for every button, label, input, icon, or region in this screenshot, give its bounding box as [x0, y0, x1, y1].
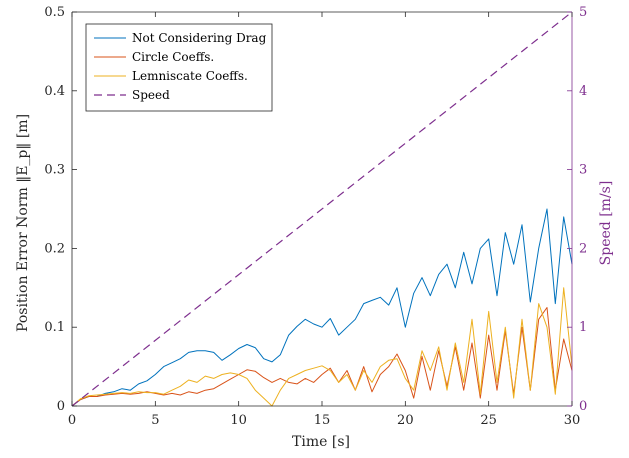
y2-tick-label: 5 [579, 5, 587, 20]
series-line-circle-coeffs [71, 307, 573, 407]
y-tick-label: 0.1 [44, 320, 65, 335]
y2-tick-label: 1 [579, 320, 587, 335]
x-axis-label: Time [s] [292, 434, 350, 450]
x-tick-label: 30 [564, 413, 581, 428]
y-axis-label: Position Error Norm ‖E_p‖ [m] [15, 114, 31, 332]
y2-axis-label: Speed [m/s] [598, 181, 614, 266]
series-layer [71, 11, 573, 407]
series-line-not-considering-drag [71, 208, 573, 407]
y-tick-label: 0.5 [44, 5, 65, 20]
series-line-lemniscate-coeffs [71, 287, 573, 407]
x-tick-label: 10 [230, 413, 247, 428]
y2-tick-label: 0 [579, 399, 587, 414]
legend: Not Considering Drag Circle Coeffs. Lemnis… [85, 23, 273, 112]
legend-label: Speed [132, 88, 170, 102]
x-tick-label: 0 [68, 413, 76, 428]
y-tick-label: 0 [57, 399, 65, 414]
x-tick-label: 20 [397, 413, 414, 428]
y-tick-label: 0.2 [44, 241, 65, 256]
y-tick-label: 0.4 [44, 84, 65, 99]
y2-tick-label: 4 [579, 84, 587, 99]
legend-label: Not Considering Drag [132, 31, 267, 45]
x-tick-label: 15 [314, 413, 331, 428]
y-tick-label: 0.3 [44, 163, 65, 178]
y2-tick-label: 2 [579, 241, 587, 256]
x-tick-label: 5 [151, 413, 159, 428]
y2-tick-label: 3 [579, 163, 587, 178]
series-line-speed [71, 11, 573, 407]
legend-label: Circle Coeffs. [132, 50, 214, 64]
x-tick-label: 25 [480, 413, 497, 428]
legend-label: Lemniscate Coeffs. [132, 69, 248, 83]
